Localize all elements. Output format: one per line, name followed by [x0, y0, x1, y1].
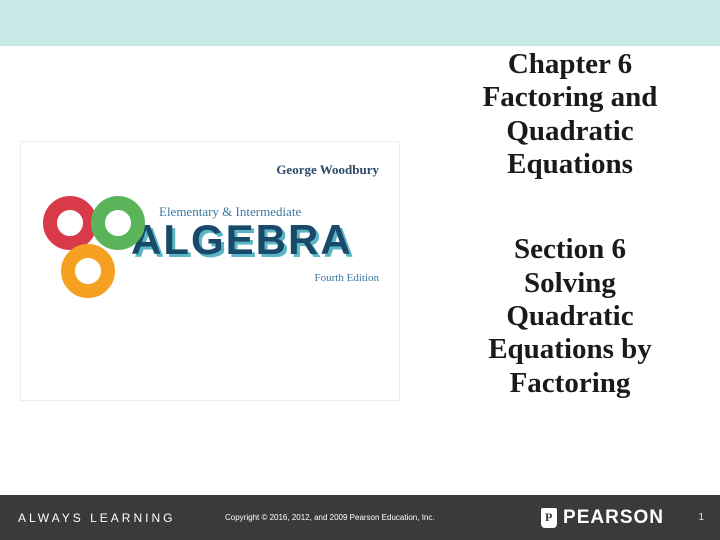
book-cover-column: George Woodbury Elementary & Intermediat… [0, 46, 420, 495]
headings-column: Chapter 6 Factoring and Quadratic Equati… [420, 46, 720, 495]
ring-graphic [39, 196, 135, 292]
footer-tagline: ALWAYS LEARNING [18, 511, 175, 525]
brand-logo: PEARSON [541, 507, 664, 529]
pearson-p-icon [541, 508, 557, 528]
ring-discover-icon [43, 196, 97, 250]
chapter-line: Chapter 6 [483, 48, 658, 81]
ring-engage-icon [91, 196, 145, 250]
section-line: Factoring [488, 367, 652, 400]
slide-number: 1 [698, 512, 704, 523]
section-line: Quadratic [488, 300, 652, 333]
section-line: Equations by [488, 333, 652, 366]
chapter-line: Factoring and [483, 81, 658, 114]
copyright-text: Copyright © 2016, 2012, and 2009 Pearson… [225, 513, 435, 522]
ring-reflect-icon [61, 244, 115, 298]
section-line: Section 6 [488, 233, 652, 266]
section-heading: Section 6 Solving Quadratic Equations by… [488, 233, 652, 400]
footer-bar: ALWAYS LEARNING Copyright © 2016, 2012, … [0, 495, 720, 540]
book-cover: George Woodbury Elementary & Intermediat… [20, 141, 400, 401]
section-line: Solving [488, 267, 652, 300]
top-accent-band [0, 0, 720, 46]
main-content: George Woodbury Elementary & Intermediat… [0, 46, 720, 495]
book-author: George Woodbury [276, 162, 379, 178]
chapter-line: Equations [483, 148, 658, 181]
book-edition: Fourth Edition [315, 272, 379, 284]
chapter-heading: Chapter 6 Factoring and Quadratic Equati… [483, 48, 658, 181]
chapter-line: Quadratic [483, 115, 658, 148]
book-title: ALGEBRA [131, 216, 353, 264]
brand-name: PEARSON [563, 507, 664, 529]
